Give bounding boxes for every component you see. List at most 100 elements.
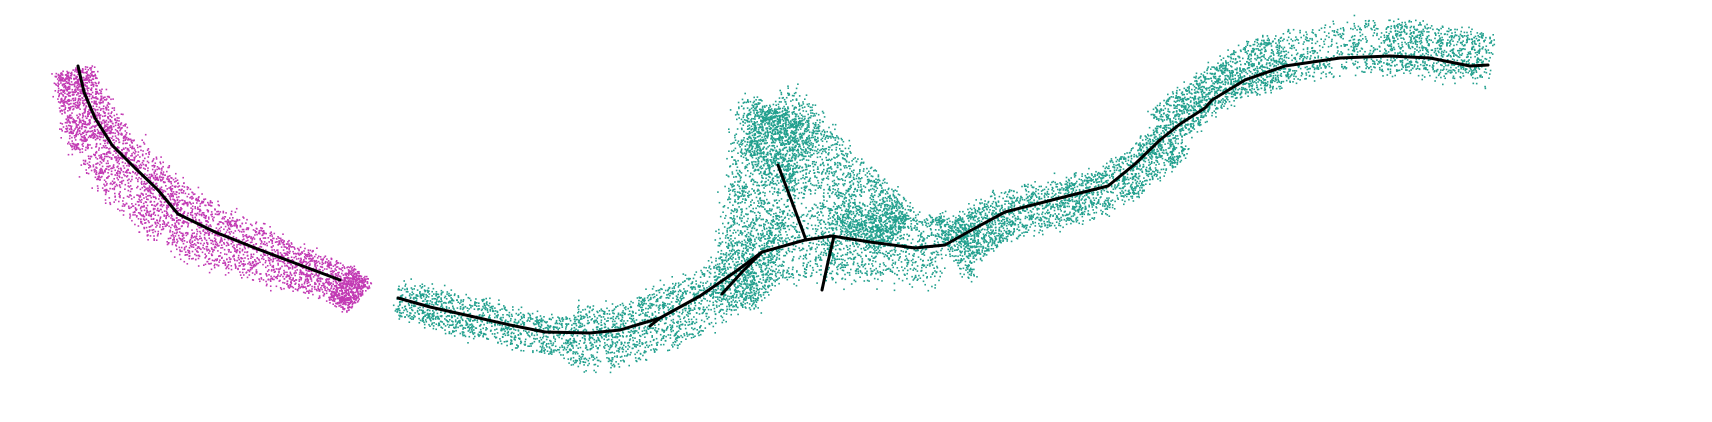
right-cloud-point xyxy=(1403,25,1406,27)
left-cloud-point xyxy=(251,224,253,227)
left-cloud-point xyxy=(60,98,62,100)
left-cloud-point xyxy=(104,112,106,114)
left-cloud-point xyxy=(99,169,102,172)
left-cloud-point xyxy=(66,77,69,80)
left-cloud-point xyxy=(128,207,131,210)
left-cloud-point xyxy=(178,185,181,187)
left-cloud-point xyxy=(177,234,180,237)
left-cloud-point xyxy=(162,171,165,173)
right-cloud-point xyxy=(775,275,778,278)
left-cloud-point xyxy=(335,281,337,284)
right-cloud-point xyxy=(699,333,702,336)
left-cloud-point xyxy=(176,229,178,231)
left-cloud-point xyxy=(325,292,328,295)
right-cloud-point xyxy=(1247,41,1250,43)
left-cloud-point xyxy=(307,253,310,256)
left-cloud-point xyxy=(342,286,345,288)
right-cloud-point xyxy=(1027,211,1030,214)
left-cloud-point xyxy=(68,88,71,90)
left-cloud-point xyxy=(91,130,94,132)
left-cloud-point xyxy=(150,214,153,216)
left-cloud-point xyxy=(113,201,115,203)
left-cloud-point xyxy=(139,156,141,158)
left-cloud-point xyxy=(183,210,186,213)
left-cloud-point xyxy=(62,84,64,87)
left-cloud-point xyxy=(107,176,109,178)
right-cloud-point xyxy=(1023,231,1025,234)
left-cloud-point xyxy=(78,129,81,132)
left-cloud-point xyxy=(222,216,224,219)
right-cloud-point xyxy=(650,344,653,346)
left-cloud-point xyxy=(307,261,310,264)
left-cloud-point xyxy=(338,284,341,286)
left-cloud-point xyxy=(79,92,82,95)
left-cloud-point xyxy=(186,201,189,204)
left-cloud-point xyxy=(353,276,355,279)
left-cloud-point xyxy=(280,246,283,248)
left-cloud-point xyxy=(286,265,289,268)
left-cloud-point xyxy=(259,261,261,263)
left-cloud-point xyxy=(169,186,172,188)
left-cloud-point xyxy=(183,190,185,192)
left-cloud-point xyxy=(266,283,268,286)
left-cloud-point xyxy=(226,229,229,231)
left-cloud-point xyxy=(113,182,115,185)
left-cloud-point xyxy=(255,231,258,233)
left-cloud-point xyxy=(108,129,110,132)
right-cloud-point xyxy=(1392,35,1394,38)
left-cloud-point xyxy=(152,188,154,191)
left-cloud-point xyxy=(297,257,300,260)
left-cloud-point xyxy=(361,290,363,293)
left-cloud-point xyxy=(335,261,338,263)
left-cloud-point xyxy=(195,244,197,246)
right-cloud-point xyxy=(1430,54,1432,57)
left-cloud-point xyxy=(262,252,265,255)
left-cloud-point xyxy=(233,255,235,258)
left-cloud-point xyxy=(189,188,192,191)
left-cloud-point xyxy=(269,226,271,228)
left-cloud-point xyxy=(274,257,277,260)
left-cloud-point xyxy=(197,239,199,241)
left-cloud-point xyxy=(133,139,135,141)
left-cloud-point xyxy=(68,100,70,102)
right-cloud-point xyxy=(891,271,894,273)
left-cloud-point xyxy=(357,290,359,293)
right-cloud-point xyxy=(939,275,941,278)
right-cloud-point xyxy=(1066,186,1069,188)
left-cloud-point xyxy=(351,297,354,299)
left-cloud-point xyxy=(340,290,342,292)
left-cloud-point xyxy=(152,217,155,220)
left-cloud-point xyxy=(171,192,174,195)
left-cloud-point xyxy=(99,157,101,159)
left-cloud-point xyxy=(95,142,98,145)
left-cloud-point xyxy=(100,97,102,99)
right-cloud-point xyxy=(471,327,473,329)
left-cloud-point xyxy=(106,165,108,168)
left-cloud-point xyxy=(347,266,349,268)
left-cloud-point xyxy=(218,204,220,207)
left-cloud-point xyxy=(104,193,107,196)
left-cloud-point xyxy=(157,202,159,205)
left-cloud-point xyxy=(220,238,223,240)
left-cloud-point xyxy=(190,236,193,238)
right-cloud-point xyxy=(1106,162,1108,165)
right-cloud-point xyxy=(1293,75,1295,77)
left-cloud-point xyxy=(331,296,333,298)
left-cloud-point xyxy=(227,261,230,263)
left-cloud-point xyxy=(154,208,156,210)
left-cloud-point xyxy=(150,225,152,228)
left-cloud-point xyxy=(247,269,249,271)
left-cloud-point xyxy=(277,236,279,238)
left-cloud-point xyxy=(327,260,330,262)
left-cloud-point xyxy=(234,267,237,269)
left-cloud-point xyxy=(141,153,144,156)
left-cloud-point xyxy=(292,290,294,292)
right-cloud-point xyxy=(423,293,425,295)
left-cloud-point xyxy=(279,252,282,254)
left-cloud-point xyxy=(318,288,320,291)
left-cloud-point xyxy=(77,143,80,145)
left-cloud-point xyxy=(267,257,270,259)
right-cloud-point xyxy=(556,322,559,325)
left-cloud-point xyxy=(81,68,84,70)
left-cloud-point xyxy=(249,267,252,269)
